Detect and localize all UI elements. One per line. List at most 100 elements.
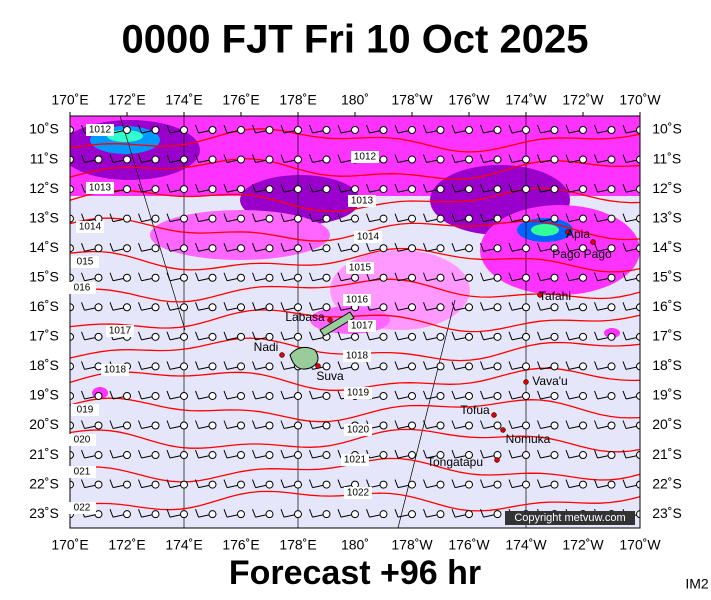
wind-station: [237, 155, 245, 164]
wind-barb: [138, 449, 142, 459]
wind-station: [208, 451, 217, 460]
isobar: [70, 278, 640, 303]
wind-station: [265, 303, 274, 312]
wind-barb: [252, 479, 256, 488]
wind-barb: [565, 183, 570, 193]
wind-barb: [252, 272, 256, 281]
place-name: Nomuka: [506, 432, 551, 446]
wind-barb: [309, 124, 313, 134]
wind-station: [579, 185, 587, 194]
wind-barb: [166, 449, 171, 459]
wind-station: [294, 303, 302, 312]
wind-station: [151, 273, 160, 282]
wind-station: [636, 480, 640, 489]
wind-barb: [81, 183, 85, 193]
wind-barb: [109, 154, 114, 163]
lat-label: 14˚S: [652, 239, 682, 255]
wind-station: [522, 451, 530, 460]
wind-station: [237, 480, 245, 489]
wind-barb: [166, 361, 171, 370]
wind-station: [607, 421, 616, 430]
wind-station: [265, 155, 274, 164]
wind-barb: [252, 183, 256, 193]
wind-station: [607, 362, 616, 371]
wind-station: [408, 185, 416, 194]
isobar-label: 1017: [351, 321, 374, 332]
wind-barb: [280, 213, 285, 222]
wind-station: [208, 303, 217, 312]
wind-station: [636, 214, 640, 223]
lon-label: 174˚E: [165, 92, 202, 108]
wind-barb: [423, 420, 427, 429]
wind-barb: [280, 508, 285, 518]
isobar-label: 1012: [354, 152, 377, 163]
wind-station: [607, 451, 616, 460]
wind-barb: [565, 449, 570, 459]
wind-station: [322, 421, 331, 430]
wind-station: [436, 244, 445, 253]
isobar-label: 1013: [351, 196, 374, 207]
wind-barb: [337, 331, 342, 341]
wind-station: [607, 273, 616, 282]
wind-barb: [195, 302, 199, 311]
wind-station: [180, 214, 188, 223]
wind-barb: [195, 508, 199, 518]
boundary: [397, 299, 456, 528]
wind-barb: [166, 331, 171, 341]
wind-station: [237, 273, 245, 282]
isobar-label: 1016: [346, 295, 369, 306]
wind-station: [493, 421, 502, 430]
wind-station: [408, 421, 416, 430]
wind-station: [408, 303, 416, 312]
wind-barb: [508, 449, 513, 459]
wind-barb: [366, 272, 370, 281]
wind-station: [265, 451, 274, 460]
isobar: [70, 309, 640, 333]
wind-barb: [394, 331, 399, 341]
wind-barb: [252, 420, 256, 429]
wind-station: [351, 332, 359, 341]
place-name: Vava'u: [532, 374, 567, 388]
wind-station: [436, 185, 445, 194]
wind-station: [123, 155, 131, 164]
wind-barb: [280, 154, 285, 163]
wind-station: [465, 362, 473, 371]
wind-station: [237, 214, 245, 223]
wind-station: [237, 510, 245, 519]
wind-station: [237, 421, 245, 430]
isobar-label: 1022: [347, 488, 370, 499]
wind-barb: [280, 449, 285, 459]
wind-barb: [81, 272, 85, 281]
wind-barb: [508, 124, 513, 134]
wind-barb: [394, 449, 399, 459]
wind-station: [294, 126, 302, 134]
lat-label: 19˚S: [652, 387, 682, 403]
isobar-label-box: [346, 262, 374, 274]
wind-station: [636, 155, 640, 164]
wind-station: [379, 362, 388, 371]
wind-station: [493, 126, 502, 134]
wind-station: [408, 214, 416, 223]
wind-station: [465, 480, 473, 489]
wind-station: [465, 214, 473, 223]
wind-barb: [594, 302, 598, 311]
wind-station: [636, 421, 640, 430]
wind-barb: [223, 331, 228, 341]
wind-station: [522, 244, 530, 253]
isobar-label-box: [348, 195, 376, 207]
wind-barb: [309, 479, 313, 488]
wind-barb: [138, 302, 142, 311]
isobar-label-box: [76, 221, 104, 233]
wind-station: [351, 185, 359, 194]
wind-station: [408, 273, 416, 282]
wind-barb: [480, 154, 484, 163]
wind-station: [465, 303, 473, 312]
wind-station: [322, 451, 331, 460]
wind-station: [436, 391, 445, 400]
wind-station: [436, 421, 445, 430]
wind-barb: [622, 361, 627, 370]
wind-station: [579, 480, 587, 489]
wind-barb: [451, 390, 456, 400]
wind-barb: [223, 479, 228, 488]
lat-label: 18˚S: [652, 357, 682, 373]
